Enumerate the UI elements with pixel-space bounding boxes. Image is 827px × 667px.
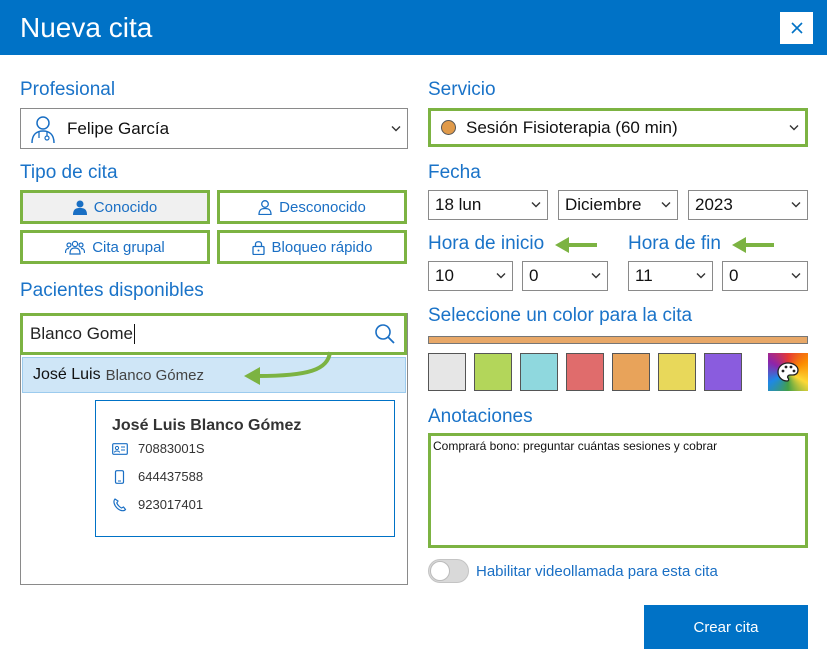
search-icon[interactable] (374, 323, 396, 345)
person-outline-icon (258, 199, 272, 215)
close-icon (790, 22, 803, 34)
patient-search-input[interactable]: Blanco Gome (20, 313, 407, 355)
professional-value: Felipe García (67, 118, 170, 138)
type-group-button[interactable]: Cita grupal (20, 230, 210, 264)
custom-color-button[interactable] (768, 353, 808, 391)
type-quick-block-button[interactable]: Bloqueo rápido (217, 230, 407, 264)
start-minute-select[interactable]: 0 (522, 261, 608, 291)
date-day-value: 18 lun (435, 195, 482, 214)
patient-card-phone-row: 923017401 (112, 497, 394, 512)
doctor-icon (31, 115, 55, 143)
close-button[interactable] (780, 12, 813, 44)
color-swatch-cyan[interactable] (520, 353, 558, 391)
service-value: Sesión Fisioterapia (60 min) (466, 117, 678, 137)
notes-label: Anotaciones (428, 406, 533, 427)
chevron-down-icon (531, 202, 541, 208)
appointment-type-label: Tipo de cita (20, 162, 118, 183)
patients-label: Pacientes disponibles (20, 280, 204, 301)
chevron-down-icon (791, 202, 801, 208)
start-time-label: Hora de inicio (428, 233, 545, 254)
start-hour-select[interactable]: 10 (428, 261, 513, 291)
patient-card-id-row: 70883001S (112, 441, 394, 456)
hint-arrow-icon (555, 237, 597, 253)
color-swatch-gray[interactable] (428, 353, 466, 391)
patient-card-name: José Luis Blanco Gómez (112, 417, 302, 434)
hint-arrow-icon (244, 351, 332, 385)
type-group-label: Cita grupal (92, 238, 165, 256)
patient-card-mobile-row: 644437588 (112, 469, 394, 484)
date-month-select[interactable]: Diciembre (558, 190, 678, 220)
type-unknown-button[interactable]: Desconocido (217, 190, 407, 224)
end-hour-value: 11 (635, 266, 653, 285)
service-label: Servicio (428, 79, 496, 100)
end-hour-select[interactable]: 11 (628, 261, 713, 291)
date-label: Fecha (428, 162, 481, 183)
create-appointment-button[interactable]: Crear cita (644, 605, 808, 649)
toggle-knob (430, 561, 450, 581)
id-card-icon (112, 442, 128, 455)
date-year-select[interactable]: 2023 (688, 190, 808, 220)
color-swatch-purple[interactable] (704, 353, 742, 391)
date-year-value: 2023 (695, 195, 733, 214)
patient-search-value: Blanco Gome (30, 324, 133, 343)
service-select[interactable]: Sesión Fisioterapia (60 min) (428, 108, 808, 147)
person-icon (72, 200, 87, 215)
phone-icon (113, 497, 127, 511)
video-call-label: Habilitar videollamada para esta cita (476, 563, 718, 580)
patient-card-id: 70883001S (138, 441, 205, 456)
window-title: Nueva cita (20, 12, 153, 43)
professional-label: Profesional (20, 79, 116, 100)
type-known-label: Conocido (93, 198, 158, 216)
notes-value: Comprará bono: preguntar cuántas sesione… (433, 439, 718, 453)
lock-icon (251, 240, 265, 255)
end-minute-value: 0 (729, 266, 739, 285)
chevron-down-icon (791, 273, 801, 279)
chevron-down-icon (661, 202, 671, 208)
date-day-select[interactable]: 18 lun (428, 190, 548, 220)
color-swatch-yellow[interactable] (658, 353, 696, 391)
start-minute-value: 0 (529, 266, 539, 285)
palette-icon (777, 362, 799, 382)
hint-arrow-icon (732, 237, 774, 253)
color-swatch-orange[interactable] (612, 353, 650, 391)
notes-textarea[interactable]: Comprará bono: preguntar cuántas sesione… (428, 433, 808, 548)
color-swatch-green[interactable] (474, 353, 512, 391)
chevron-down-icon (391, 125, 401, 131)
mobile-phone-icon (114, 469, 125, 484)
chevron-down-icon (696, 273, 706, 279)
end-minute-select[interactable]: 0 (722, 261, 808, 291)
patient-card: José Luis Blanco Gómez 70883001S 6444375… (95, 400, 395, 537)
professional-select[interactable]: Felipe García (20, 108, 408, 149)
patient-card-phone: 923017401 (138, 497, 204, 512)
chevron-down-icon (591, 273, 601, 279)
patient-result-last-name: Blanco Gómez (105, 366, 204, 384)
start-hour-value: 10 (435, 266, 454, 285)
patient-result-first-name: José Luis (33, 366, 101, 383)
selected-color-bar (428, 336, 808, 344)
end-time-label: Hora de fin (628, 233, 721, 254)
video-call-toggle[interactable] (428, 559, 469, 583)
type-unknown-label: Desconocido (279, 198, 366, 216)
title-bar: Nueva cita (0, 0, 827, 55)
chevron-down-icon (496, 273, 506, 279)
color-label: Seleccione un color para la cita (428, 305, 693, 326)
type-quick-block-label: Bloqueo rápido (271, 238, 373, 256)
create-appointment-label: Crear cita (693, 618, 759, 636)
type-known-button[interactable]: Conocido (20, 190, 210, 224)
date-month-value: Diciembre (565, 195, 642, 214)
chevron-down-icon (789, 124, 799, 130)
group-icon (65, 240, 86, 255)
text-cursor (134, 324, 135, 344)
patient-card-mobile: 644437588 (138, 469, 204, 484)
color-swatch-red[interactable] (566, 353, 604, 391)
service-color-dot (441, 120, 456, 135)
patient-result-item[interactable]: José Luis Blanco Gómez (22, 357, 406, 393)
